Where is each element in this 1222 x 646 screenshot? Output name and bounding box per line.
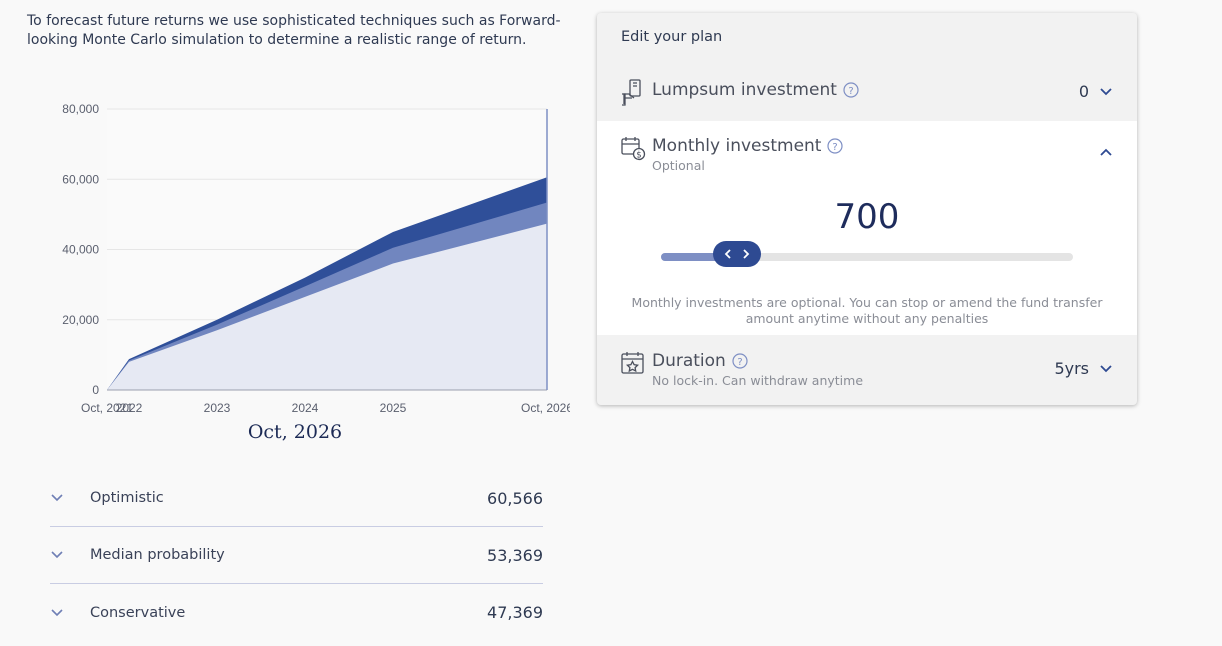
forecast-intro-text: To forecast future returns we use sophis… [27, 13, 561, 48]
duration-value-wrap[interactable]: 5yrs [1054, 359, 1113, 378]
scenario-value: 53,369 [487, 545, 543, 565]
x-tick-label: Oct, 2021 [81, 401, 133, 415]
lumpsum-label-wrap: Lumpsum investment ? [652, 80, 859, 100]
x-tick-label: 2023 [204, 401, 231, 415]
monthly-amount: 700 [834, 197, 900, 237]
monthly-note: Monthly investments are optional. You ca… [631, 295, 1103, 326]
duration-label: Duration [652, 351, 726, 371]
scenario-label: Conservative [90, 604, 186, 621]
y-tick-label: 40,000 [62, 243, 99, 257]
chevron-up-icon[interactable] [1099, 147, 1113, 157]
help-icon[interactable]: ? [732, 353, 748, 369]
help-icon[interactable]: ? [843, 82, 859, 98]
lumpsum-label: Lumpsum investment [652, 80, 837, 100]
chevron-right-icon [743, 249, 750, 259]
x-tick-label: 2025 [380, 401, 407, 415]
calendar-dollar-icon: $ [620, 135, 646, 165]
chart-selected-date: Oct, 2026 [247, 421, 343, 443]
scenario-label: Optimistic [90, 490, 164, 506]
lumpsum-value: 0 [1078, 82, 1089, 101]
edit-plan-card: Edit your plan Lumpsum investment ? 0 [597, 13, 1137, 405]
y-tick-label: 80,000 [62, 102, 99, 116]
scenario-list: Optimistic 60,566 Median probability 53,… [50, 470, 543, 641]
calendar-star-icon [620, 350, 646, 380]
lumpsum-row[interactable]: Lumpsum investment ? 0 [597, 75, 1137, 121]
monthly-slider-handle[interactable] [713, 241, 762, 267]
monthly-slider-track[interactable] [661, 241, 1073, 267]
monthly-investment-panel: $ Monthly investment ? Optional 700 Mont… [597, 121, 1137, 335]
chevron-down-icon[interactable] [1099, 87, 1113, 97]
x-tick-label: 2022 [116, 401, 143, 415]
monthly-sublabel: Optional [652, 158, 705, 173]
monthly-slider-fill [661, 253, 738, 261]
chevron-down-icon[interactable] [50, 608, 90, 618]
lumpsum-value-wrap[interactable]: 0 [1079, 82, 1113, 101]
area-conservative [107, 223, 547, 390]
x-tick-label: 2024 [292, 401, 319, 415]
collapse-toggle[interactable] [1099, 147, 1113, 157]
svg-text:?: ? [848, 86, 853, 97]
duration-sublabel: No lock-in. Can withdraw anytime [652, 373, 864, 388]
y-tick-label: 0 [92, 383, 99, 397]
monthly-label: Monthly investment [652, 136, 822, 156]
monthly-label-wrap: Monthly investment ? [652, 136, 844, 156]
chevron-down-icon[interactable] [50, 550, 90, 560]
chevron-down-icon[interactable] [50, 493, 90, 503]
chevron-down-icon[interactable] [1099, 364, 1113, 374]
duration-row[interactable]: Duration ? No lock-in. Can withdraw anyt… [597, 335, 1137, 405]
scenario-label: Median probability [90, 547, 225, 563]
scenario-value: 60,566 [487, 488, 543, 508]
scenario-row-median[interactable]: Median probability 53,369 [50, 527, 543, 584]
scenario-value: 47,369 [487, 603, 543, 622]
svg-text:?: ? [737, 357, 742, 368]
svg-text:?: ? [833, 142, 838, 153]
duration-label-wrap: Duration ? [652, 351, 748, 371]
svg-text:$: $ [636, 151, 641, 161]
y-tick-label: 20,000 [62, 313, 99, 327]
scenario-row-conservative[interactable]: Conservative 47,369 [50, 584, 543, 641]
x-tick-label: Oct, 2026 [521, 401, 570, 415]
chevron-left-icon [724, 249, 731, 259]
lumpsum-icon [620, 78, 644, 110]
duration-value: 5yrs [1054, 359, 1089, 378]
scenario-row-optimistic[interactable]: Optimistic 60,566 [50, 470, 543, 527]
plan-title: Edit your plan [621, 29, 723, 45]
help-icon[interactable]: ? [827, 138, 844, 154]
y-tick-label: 60,000 [62, 172, 99, 186]
